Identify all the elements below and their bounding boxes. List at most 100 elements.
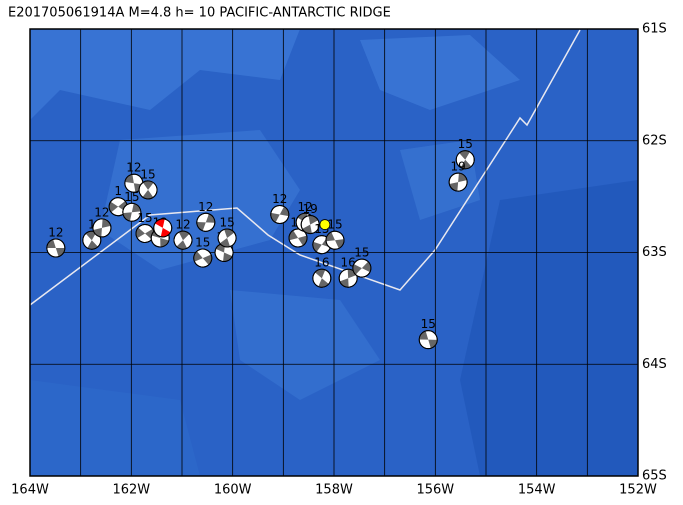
event-label: 15 bbox=[137, 211, 152, 225]
beachball-compression bbox=[46, 239, 65, 257]
x-tick-label: 164W bbox=[11, 483, 49, 498]
event-label: 12 bbox=[48, 226, 63, 240]
y-tick-label: 65S bbox=[642, 469, 667, 484]
beachball-rim bbox=[312, 268, 332, 288]
beachball-compression bbox=[176, 231, 190, 250]
event-label: 15 bbox=[195, 236, 210, 250]
y-tick-label: 61S bbox=[642, 22, 667, 37]
beachball-compression bbox=[302, 215, 319, 234]
event-label: 19 bbox=[303, 202, 318, 216]
beachball-rim bbox=[270, 205, 290, 225]
event-label: 12 bbox=[272, 192, 287, 206]
beachball-compression bbox=[352, 261, 371, 275]
beachball-rim bbox=[325, 230, 345, 250]
beachball-compression bbox=[142, 180, 154, 199]
epicenter bbox=[319, 219, 331, 230]
x-tick-label: 158W bbox=[315, 483, 353, 498]
beachball-compression bbox=[215, 243, 233, 262]
focal-mechanism bbox=[196, 212, 216, 232]
y-tick-label: 64S bbox=[642, 357, 667, 372]
event-label: 1 bbox=[88, 218, 96, 232]
event-label: 15 bbox=[219, 215, 234, 229]
focal-mechanism bbox=[455, 150, 475, 170]
focal-mechanism bbox=[338, 268, 358, 288]
x-tick-label: 152W bbox=[619, 483, 657, 498]
beachball-compression bbox=[109, 201, 128, 213]
event-label: 12 bbox=[297, 200, 312, 214]
beachball-rim bbox=[288, 228, 308, 248]
beachball-rim bbox=[418, 330, 438, 350]
focal-mechanism bbox=[92, 218, 112, 238]
beachball-compression bbox=[154, 218, 171, 237]
beachball-rim bbox=[92, 218, 112, 238]
beachball-rim bbox=[338, 268, 358, 288]
beachball-compression bbox=[136, 227, 154, 240]
beachball-compression bbox=[219, 229, 235, 247]
beachball-rim bbox=[135, 224, 155, 244]
beachball-compression bbox=[93, 218, 111, 237]
focal-mechanism bbox=[312, 268, 332, 288]
focal-mechanism bbox=[448, 172, 468, 192]
event-label: 15 bbox=[327, 218, 342, 232]
event-label: 16 bbox=[341, 256, 356, 270]
focal-mechanism bbox=[135, 224, 155, 244]
y-tick-label: 62S bbox=[642, 133, 667, 148]
beachball-rim bbox=[217, 228, 237, 248]
focal-mechanism bbox=[288, 228, 308, 248]
focal-mechanism bbox=[300, 215, 320, 235]
event-label: 15 bbox=[458, 137, 473, 151]
x-tick-label: 162W bbox=[112, 483, 150, 498]
beachball-compression bbox=[270, 206, 289, 223]
event-label: 16 bbox=[314, 256, 329, 270]
beachball-compression bbox=[196, 213, 215, 231]
event-label: 15 bbox=[421, 317, 436, 331]
event-label: 15 bbox=[124, 190, 139, 204]
beachball-compression bbox=[122, 203, 141, 222]
map-frame bbox=[29, 28, 639, 477]
map-title: E201705061914A M=4.8 h= 10 PACIFIC-ANTAR… bbox=[8, 6, 391, 21]
beachball-rim bbox=[138, 180, 158, 200]
focal-mechanism bbox=[193, 248, 213, 268]
beachball-rim bbox=[352, 258, 372, 278]
beachball-rim bbox=[448, 172, 468, 192]
event-label: 1 bbox=[114, 184, 122, 198]
beachball-rim bbox=[122, 202, 142, 222]
beachball-rim bbox=[46, 238, 66, 258]
focal-mechanism bbox=[46, 238, 66, 258]
focal-mechanism bbox=[217, 228, 237, 248]
focal-mechanism bbox=[122, 202, 142, 222]
focal-mechanism bbox=[270, 205, 290, 225]
graticule bbox=[30, 29, 638, 476]
beachball-rim bbox=[173, 230, 193, 250]
beachball-compression bbox=[85, 231, 98, 250]
x-tick-label: 156W bbox=[416, 483, 454, 498]
focal-mechanism bbox=[352, 258, 372, 278]
event-label: 12 bbox=[198, 200, 213, 214]
event-label: 15 bbox=[140, 167, 155, 181]
beachball-compression bbox=[314, 269, 329, 288]
beachball-rim bbox=[455, 150, 475, 170]
focal-mechanism bbox=[173, 230, 193, 250]
beachball-compression bbox=[459, 150, 472, 169]
beachball-rim bbox=[153, 218, 173, 238]
event-label: 12 bbox=[175, 218, 190, 232]
beachball-compression bbox=[449, 173, 467, 192]
main-event-mechanism bbox=[153, 218, 173, 238]
events: 1211211215151512121215151512131219151516… bbox=[46, 137, 475, 350]
event-label: 19 bbox=[450, 160, 465, 174]
beachball-compression bbox=[193, 251, 212, 265]
beachball-rim bbox=[193, 248, 213, 268]
event-label: 12 bbox=[126, 161, 141, 175]
beachball-rim bbox=[300, 215, 320, 235]
focal-mechanism bbox=[82, 230, 102, 250]
beachball-compression bbox=[289, 230, 308, 246]
focal-mechanism bbox=[418, 330, 438, 350]
beachball-compression bbox=[124, 174, 143, 193]
beachball-compression bbox=[419, 331, 438, 349]
x-tick-label: 154W bbox=[518, 483, 556, 498]
focal-mechanism bbox=[124, 173, 144, 193]
focal-mechanism bbox=[138, 180, 158, 200]
x-tick-label: 160W bbox=[214, 483, 252, 498]
y-tick-label: 63S bbox=[642, 245, 667, 260]
